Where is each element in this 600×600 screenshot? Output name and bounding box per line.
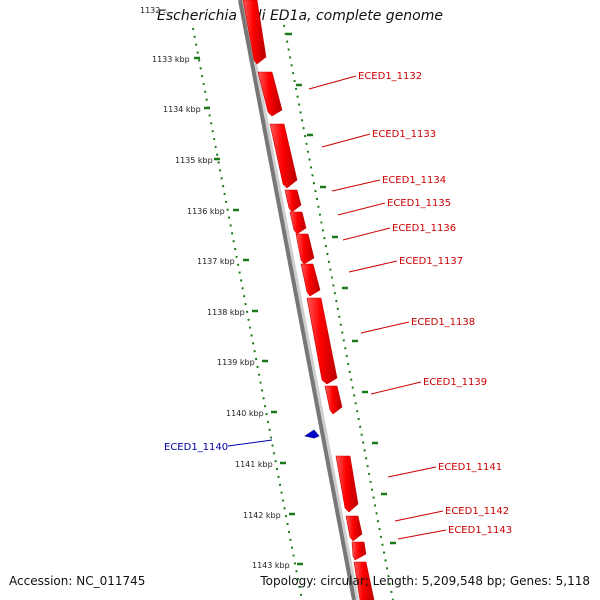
left-ticks [194,56,303,566]
gene-arrow-ecedl-1140[interactable] [304,429,320,439]
tick-label: 1134 kbp [163,105,201,114]
gene-arrow-ecedl-1139[interactable] [324,385,343,415]
gene-arrow-ecedl-1132[interactable] [242,0,267,65]
gene-arrow-ecedl-1144[interactable] [353,561,375,600]
label-connector-reverse [227,439,273,447]
tick-label: 1133 kbp [152,55,190,64]
tick-label: 1142 kbp [243,511,281,520]
tick-label-top: 1132 [140,6,160,15]
gene-label[interactable]: ECED1_1138 [411,317,475,328]
gene-arrow-ecedl-1142[interactable] [345,515,363,542]
left-scale-dots [192,27,303,600]
right-scale-dots [283,24,394,600]
gene-arrow-ecedl-1136[interactable] [289,211,307,235]
gene-label[interactable]: ECED1_1137 [399,256,463,267]
gene-arrow-ecedl-1135[interactable] [284,189,302,213]
tick-label: 1138 kbp [207,308,245,317]
label-connectors [308,75,447,540]
forward-genes [242,0,375,600]
gene-label[interactable]: ECED1_1132 [358,71,422,82]
gene-label-reverse[interactable]: ECED1_1140 [164,442,228,453]
map-title: Escherichia coli ED1a, complete genome [157,8,443,24]
gene-arrow-ecedl-1141[interactable] [335,455,359,513]
genome-summary-text: Topology: circular; Length: 5,209,548 bp… [260,574,590,588]
gene-arrow-ecedl-1134[interactable] [269,123,298,189]
gene-label[interactable]: ECED1_1142 [445,506,509,517]
gene-arrow-ecedl-1137[interactable] [295,233,315,265]
gene-arrow-ecedl-1133[interactable] [257,71,283,117]
tick-label: 1139 kbp [217,358,255,367]
tick-label: 1135 kbp [175,156,213,165]
gene-arrow-ecedl-1138[interactable] [306,297,338,385]
tick-label: 1137 kbp [197,257,235,266]
accession-text: Accession: NC_011745 [9,574,146,588]
gene-label[interactable]: ECED1_1141 [438,462,502,473]
tick-label: 1143 kbp [252,561,290,570]
gene-arrow-ecedl-1138a[interactable] [300,263,321,297]
gene-label[interactable]: ECED1_1135 [387,198,451,209]
tick-label: 1141 kbp [235,460,273,469]
gene-label[interactable]: ECED1_1143 [448,525,512,536]
tick-label: 1140 kbp [226,409,264,418]
tick-label-top-fade: ... [163,6,171,15]
gene-label[interactable]: ECED1_1136 [392,223,456,234]
tick-label: 1136 kbp [187,207,225,216]
gene-arrow-ecedl-1143[interactable] [351,541,367,561]
gene-label[interactable]: ECED1_1134 [382,175,446,186]
right-ticks [286,32,396,545]
gene-label[interactable]: ECED1_1133 [372,129,436,140]
backbone-line [238,0,356,600]
gene-label[interactable]: ECED1_1139 [423,377,487,388]
